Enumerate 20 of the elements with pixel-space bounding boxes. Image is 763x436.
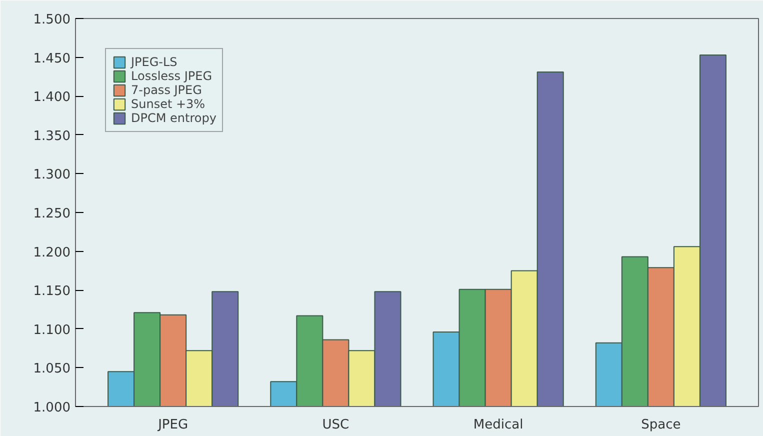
x-tick-label: Medical: [473, 418, 524, 432]
legend-label: DPCM entropy: [131, 111, 216, 125]
legend-label: Sunset +3%: [131, 97, 206, 111]
y-tick-label: 1.400: [33, 90, 70, 106]
legend-label: JPEG-LS: [131, 55, 178, 69]
legend-label: 7-pass JPEG: [131, 83, 202, 97]
y-tick-label: 1.150: [33, 284, 70, 300]
x-tick-label: JPEG: [157, 418, 188, 432]
x-tick-label: Space: [641, 418, 681, 432]
y-tick-label: 1.250: [33, 206, 70, 222]
legend-label: Lossless JPEG: [131, 69, 212, 83]
y-tick-label: 1.050: [33, 362, 70, 377]
y-tick-label: 1.100: [33, 322, 70, 338]
y-tick-label: 1.000: [33, 400, 70, 416]
y-tick-label: 1.200: [33, 245, 70, 260]
y-tick-label: 1.500: [33, 12, 70, 28]
y-tick-label: 1.300: [33, 168, 70, 183]
y-tick-label: 1.450: [33, 51, 70, 66]
x-tick-label: USC: [322, 418, 350, 432]
y-tick-label: 1.350: [33, 128, 70, 144]
